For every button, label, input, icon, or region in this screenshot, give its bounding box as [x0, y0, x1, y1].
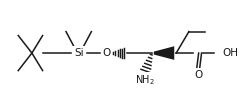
Text: NH$_2$: NH$_2$ [135, 73, 155, 87]
Text: O: O [102, 48, 110, 58]
Text: O: O [194, 69, 203, 79]
Polygon shape [154, 46, 174, 60]
Text: Si: Si [74, 48, 84, 58]
Text: OH: OH [222, 48, 238, 58]
